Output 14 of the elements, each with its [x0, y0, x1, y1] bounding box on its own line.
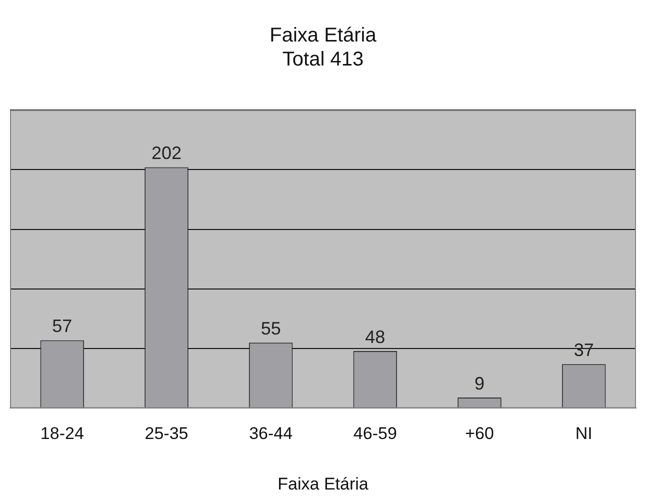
- x-tick-label: +60: [465, 424, 494, 444]
- x-tick-label: 25-35: [144, 424, 188, 444]
- data-label: 48: [365, 326, 386, 347]
- x-tick-label: NI: [575, 424, 592, 444]
- x-tick-label: 18-24: [40, 424, 84, 444]
- chart-title: Faixa Etária: [270, 24, 378, 47]
- data-label: 9: [474, 373, 485, 394]
- data-label: 202: [151, 143, 182, 164]
- data-label: 57: [52, 316, 72, 336]
- chart-subtitle: Total 413: [282, 48, 364, 71]
- x-axis-title: Faixa Etária: [278, 474, 369, 494]
- x-tick-label: 46-59: [353, 424, 397, 444]
- x-tick-label: 36-44: [249, 424, 293, 444]
- data-label: 55: [260, 318, 281, 339]
